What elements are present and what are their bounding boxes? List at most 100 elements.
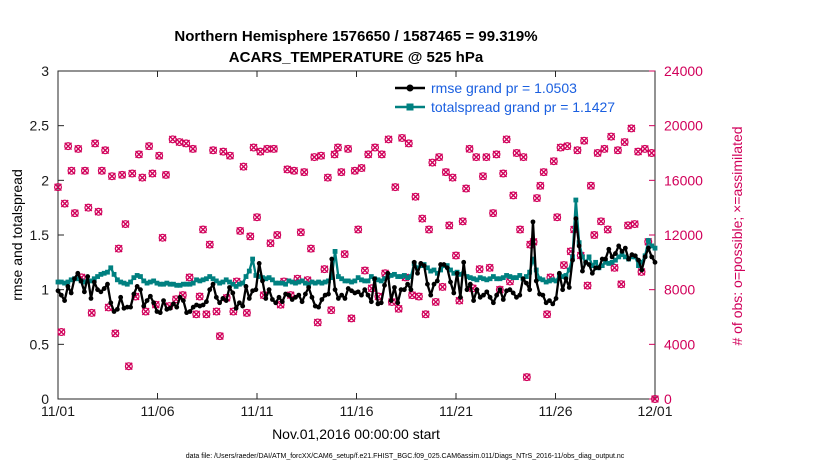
totalspread-point <box>593 259 599 265</box>
rmse-point <box>223 298 229 303</box>
totalspread-point <box>124 281 130 287</box>
possible-obs-point <box>404 139 413 148</box>
possible-obs-point <box>478 172 487 181</box>
rmse-point <box>596 265 602 271</box>
possible-obs-point <box>74 144 83 153</box>
rmse-point <box>329 256 335 262</box>
assimilated-obs-point <box>205 240 214 249</box>
totalspread-point <box>523 274 529 279</box>
totalspread-point <box>401 273 407 278</box>
rmse-point <box>81 289 87 295</box>
rmse-point <box>438 262 444 267</box>
possible-obs-point <box>445 221 454 230</box>
possible-obs-point <box>219 147 228 156</box>
possible-obs-point <box>495 285 504 294</box>
possible-obs-point <box>306 244 315 253</box>
possible-obs-point <box>590 231 599 240</box>
possible-obs-point <box>482 153 491 162</box>
possible-obs-point <box>242 308 251 317</box>
totalspread-point <box>477 275 483 281</box>
rmse-point <box>171 301 176 307</box>
possible-obs-point <box>553 213 562 222</box>
rmse-point <box>553 296 559 301</box>
possible-obs-point <box>236 226 245 235</box>
assimilated-obs-point <box>431 298 440 306</box>
x-axis-label: Nov.01,2016 00:00:00 start <box>272 426 440 442</box>
possible-obs-point <box>532 194 541 203</box>
totalspread-point <box>256 274 262 279</box>
rmse-point <box>105 281 110 287</box>
totalspread-point <box>58 279 64 285</box>
assimilated-obs-point <box>384 135 393 144</box>
rmse-point <box>72 276 77 282</box>
totalspread-point <box>553 278 559 284</box>
totalspread-point <box>359 277 364 283</box>
x-tick-label: 11/16 <box>340 403 374 419</box>
assimilated-obs-point <box>539 168 548 177</box>
rmse-point <box>388 298 394 303</box>
totalspread-point <box>141 278 147 284</box>
rmse-point <box>547 298 552 303</box>
assimilated-obs-point <box>398 134 406 142</box>
rmse-point <box>461 259 467 265</box>
totalspread-point <box>171 281 176 287</box>
possible-obs-point <box>337 168 346 177</box>
assimilated-obs-point <box>587 181 595 190</box>
rmse-point <box>372 276 378 282</box>
chart-title: Northern Hemisphere 1576650 / 1587465 = … <box>174 28 537 45</box>
assimilated-obs-point <box>67 166 76 175</box>
assimilated-obs-point <box>283 165 292 174</box>
rmse-point <box>457 294 463 300</box>
assimilated-obs-point <box>448 173 457 182</box>
rmse-point <box>91 279 97 285</box>
assimilated-obs-point <box>647 149 656 157</box>
rmse-point <box>484 289 490 295</box>
rmse-point <box>589 270 595 276</box>
totalspread-point <box>319 280 325 286</box>
totalspread-point <box>312 280 318 286</box>
totalspread-point <box>345 278 351 284</box>
possible-obs-point <box>512 149 521 158</box>
possible-obs-point <box>64 142 73 151</box>
y-axis-ticks: 0 0.5 1 1.5 2 2.5 3 <box>30 63 64 407</box>
rmse-point <box>309 294 315 300</box>
assimilated-obs-point <box>499 169 508 178</box>
totalspread-point <box>68 277 74 283</box>
assimilated-obs-point <box>236 227 245 235</box>
assimilated-obs-point <box>415 292 423 301</box>
assimilated-obs-point <box>87 309 96 317</box>
rmse-point <box>85 274 91 279</box>
totalspread-point <box>227 279 232 285</box>
totalspread-point <box>471 276 476 282</box>
possible-obs-point <box>347 314 356 323</box>
possible-obs-point <box>371 143 380 152</box>
assimilated-obs-point <box>195 292 204 301</box>
totalspread-point <box>101 270 107 276</box>
totalspread-point <box>378 278 384 284</box>
possible-obs-point <box>489 209 498 218</box>
assimilated-obs-point <box>253 213 261 222</box>
rmse-point <box>266 287 272 293</box>
totalspread-point <box>451 270 457 276</box>
possible-obs-point <box>647 149 656 158</box>
assimilated-obs-point <box>421 310 430 319</box>
possible-obs-point <box>597 217 606 226</box>
legend-rmse-label: rmse grand pr = 1.0503 <box>431 80 577 96</box>
assimilated-obs-point <box>266 239 275 248</box>
assimilated-obs-point <box>249 143 258 152</box>
possible-obs-point <box>360 266 369 275</box>
rmse-point <box>639 267 645 273</box>
series-rmse <box>55 216 658 316</box>
possible-obs-point <box>441 168 450 177</box>
rmse-point <box>616 243 622 249</box>
totalspread-point <box>510 275 516 281</box>
assimilated-obs-point <box>607 132 616 141</box>
totalspread-point <box>500 275 506 281</box>
rmse-point <box>124 304 130 310</box>
rmse-point <box>415 270 420 276</box>
totalspread-point <box>434 270 440 276</box>
rmse-point <box>58 292 64 298</box>
totalspread-point <box>431 267 437 273</box>
rmse-point <box>642 254 648 260</box>
totalspread-point <box>467 275 473 281</box>
